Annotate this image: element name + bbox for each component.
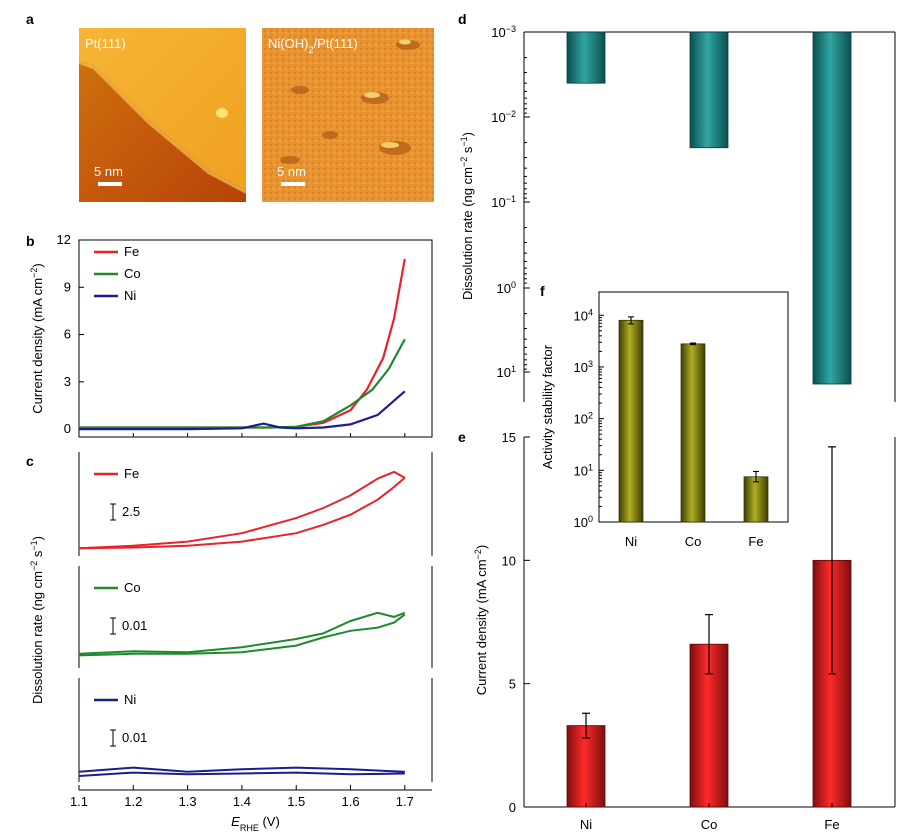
stm-image-pt111: Pt(111) 5 nm	[79, 28, 246, 202]
x-tick-label: Ni	[625, 534, 637, 549]
y-tick-label: 104	[574, 307, 593, 323]
legend-entry: Fe	[124, 466, 139, 481]
series-line-co	[78, 611, 406, 655]
legend-entry: Co	[124, 580, 141, 595]
x-tick-label: 1.1	[70, 794, 88, 809]
bar-co	[680, 343, 706, 523]
panel-label-f: f	[540, 283, 545, 299]
plot-frame	[78, 239, 433, 438]
series-line-fe	[78, 470, 406, 550]
y-axis-label: Current density (mA cm−2)	[29, 263, 45, 413]
scale-bar	[98, 182, 122, 186]
chart-c: Fe 2.5 Co 0.01 Ni 0.01 1.1 1.2 1.3 1.4 1.5 1.6 1.7 ER…	[29, 452, 433, 833]
y-tick-label: 10	[502, 553, 516, 568]
x-tick-label: 1.7	[396, 794, 414, 809]
chart-e: 0 5 10 15 Current density (mA cm−2) Ni Co Fe	[473, 430, 896, 832]
y-tick-label: 10−3	[491, 24, 516, 40]
y-tick-label: 101	[574, 462, 593, 478]
chart-b: 0 3 6 9 12 Current density (mA cm−2) Fe Co Ni	[29, 232, 433, 438]
series-line-ni	[78, 766, 405, 773]
y-tick-label: 10−1	[491, 194, 516, 210]
y-tick-label: 100	[497, 280, 516, 296]
y-axis-label: Dissolution rate (ng cm−2 s−1)	[459, 132, 475, 300]
y-tick-label: 5	[509, 677, 516, 692]
x-tick-label: 1.6	[341, 794, 359, 809]
y-tick-label: 6	[64, 327, 71, 342]
series-line-ni	[79, 390, 406, 431]
legend-entry: Fe	[124, 244, 139, 259]
panel-label-e: e	[458, 429, 466, 445]
y-axis-label: Current density (mA cm−2)	[473, 545, 489, 695]
panel-label-d: d	[458, 11, 467, 27]
y-tick-label: 103	[574, 359, 593, 375]
panel-label-c: c	[26, 453, 34, 469]
bar-fe	[743, 476, 769, 523]
y-axis-label: Dissolution rate (ng cm−2 s−1)	[29, 536, 45, 704]
y-tick-label: 101	[497, 364, 516, 380]
scale-bar-label: 0.01	[122, 730, 147, 745]
chart-f: 100 101 102 103 104 Activity stability factor…	[540, 291, 789, 549]
y-axis-label: Activity stability factor	[540, 344, 555, 469]
scale-bar-label: 0.01	[122, 618, 147, 633]
x-tick-label: 1.2	[124, 794, 142, 809]
stm-image-nioh2-pt111: Ni(OH)2/Pt(111) 5 nm	[262, 28, 434, 202]
image-label-pt111: Pt(111)	[85, 36, 126, 51]
x-tick-label: Co	[685, 534, 702, 549]
panel-label-b: b	[26, 233, 35, 249]
y-tick-label: 10−2	[491, 109, 516, 125]
x-tick-label: Co	[701, 817, 718, 832]
scale-bar-label: 2.5	[122, 504, 140, 519]
x-tick-label: Ni	[580, 817, 592, 832]
legend-entry: Co	[124, 266, 141, 281]
scale-bar	[281, 182, 305, 186]
bar-co	[689, 31, 729, 149]
y-tick-label: 0	[509, 800, 516, 815]
y-tick-label: 102	[574, 411, 593, 427]
x-tick-label: 1.4	[233, 794, 251, 809]
scale-bar-label: 5 nm	[94, 164, 123, 179]
bar-ni	[618, 319, 644, 523]
image-label-nioh2: Ni(OH)2/Pt(111)	[268, 36, 358, 55]
y-tick-label: 3	[64, 374, 71, 389]
y-tick-label: 0	[64, 421, 71, 436]
panel-label-a: a	[26, 11, 34, 27]
x-tick-label: 1.3	[179, 794, 197, 809]
y-tick-label: 15	[502, 430, 516, 445]
bar-fe	[812, 31, 852, 385]
y-tick-label: 100	[574, 514, 593, 530]
x-tick-label: Fe	[824, 817, 839, 832]
x-axis-label: ERHE (V)	[231, 814, 280, 833]
y-tick-label: 9	[64, 279, 71, 294]
series-line-co-return	[78, 613, 406, 657]
x-tick-label: 1.5	[287, 794, 305, 809]
chart-d: 10−3 10−2 10−1 100 101 Dissolution rate (ng c…	[459, 24, 896, 402]
bar-ni	[566, 31, 606, 84]
legend-entry: Ni	[124, 692, 136, 707]
scale-bar-label: 5 nm	[277, 164, 306, 179]
series-line-co	[79, 338, 406, 429]
y-tick-label: 12	[57, 232, 71, 247]
series-line-fe-return	[78, 477, 406, 550]
legend-entry: Ni	[124, 288, 136, 303]
x-tick-label: Fe	[748, 534, 763, 549]
series-line-ni-return	[78, 771, 405, 777]
